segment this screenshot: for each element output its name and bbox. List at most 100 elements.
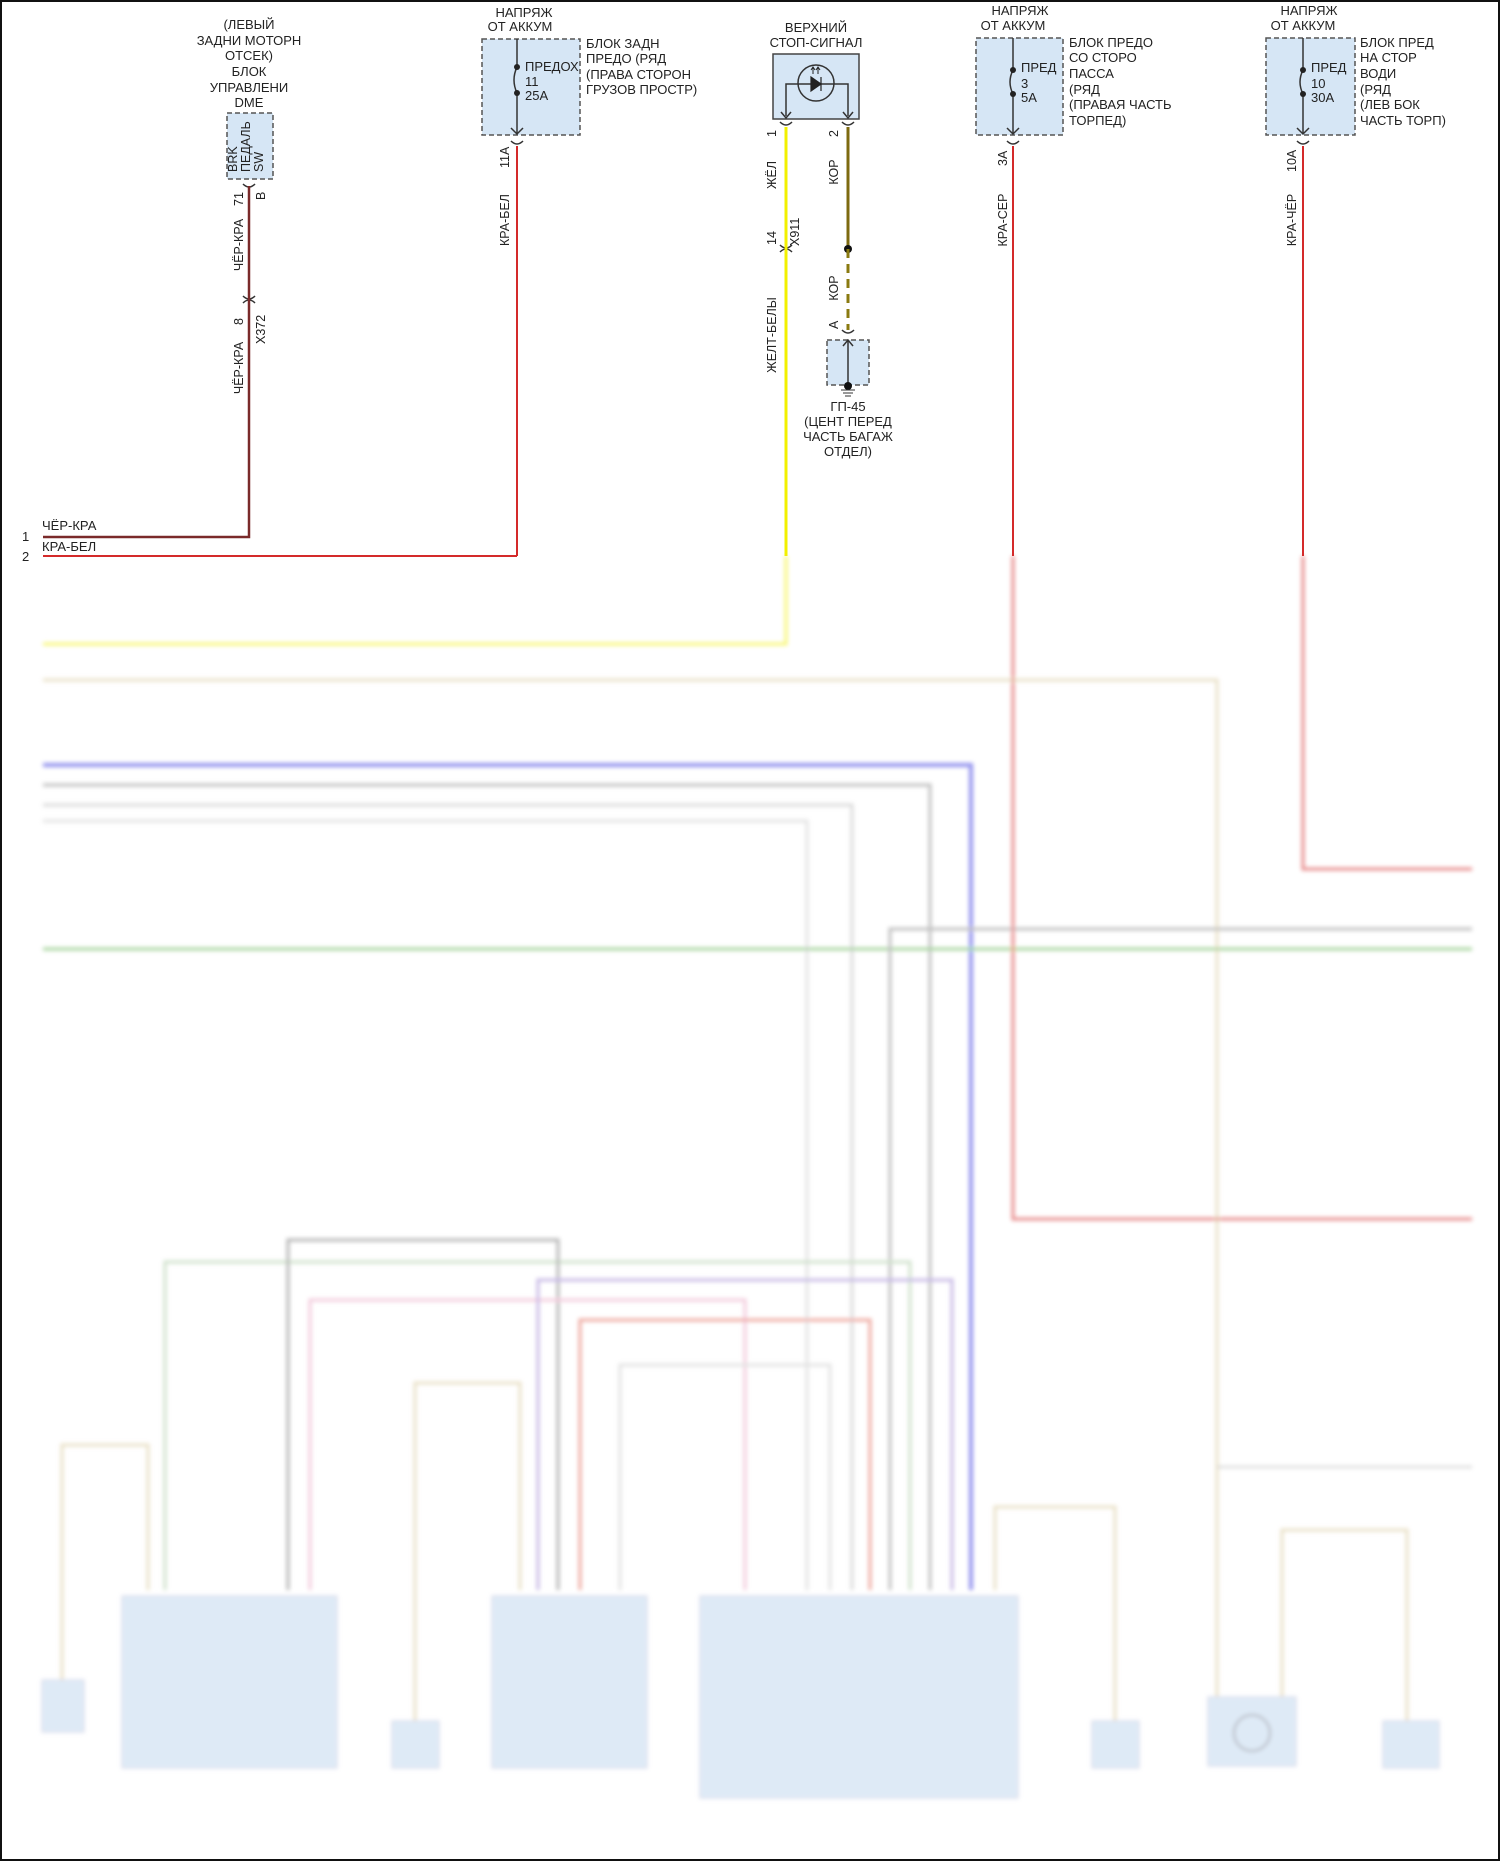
stoplamp-ground-3-label: ОТДЕЛ): [824, 444, 872, 459]
diagram-mark: [842, 338, 854, 347]
diagram-mark: [810, 66, 821, 74]
wire-lightgrey-bus-2: [43, 819, 809, 1590]
dme-location-0-label: (ЛЕВЫЙ: [223, 17, 274, 32]
diagram-mark: [618, 1363, 832, 1590]
dme-wire2-label: ЧЁР-КРА: [232, 341, 246, 394]
diagram-mark: [810, 75, 823, 93]
fuse3-block-3-label: (РЯД: [1360, 82, 1391, 97]
stoplamp-title-1-label: СТОП-СИГНАЛ: [770, 35, 863, 50]
diagram-mark: [993, 1505, 1117, 1730]
diagram-mark: [779, 121, 855, 126]
fuse1-fuse-0-label: ПРЕДОХ: [525, 59, 579, 74]
left_bus-rows-1-no-label: 2: [22, 549, 29, 564]
fuse3-block-4-label: (ЛЕВ БОК: [1360, 97, 1420, 112]
fuse2-fuse-1-label: 3: [1021, 76, 1028, 91]
fuse2-block-3-label: (РЯД: [1069, 82, 1100, 97]
diagram-mark: [1006, 127, 1020, 136]
stoplamp-title-0-label: ВЕРХНИЙ: [785, 20, 847, 35]
stoplamp-pin2-label: 2: [827, 130, 841, 137]
diagram-mark: [1296, 140, 1310, 145]
dme-location-3-label: БЛОК: [232, 64, 267, 79]
dme-x_conn-label: X372: [254, 315, 268, 344]
dme-location-1-label: ЗАДНИ МОТОРН: [197, 33, 302, 48]
fuse1-block-1-label: ПРЕДО (РЯД: [586, 51, 666, 66]
fuse2-block-4-label: (ПРАВАЯ ЧАСТЬ: [1069, 97, 1172, 112]
fuse1-block-0-label: БЛОК ЗАДН: [586, 36, 660, 51]
diagram-mark: [60, 1443, 150, 1700]
stoplamp-ground_pin-label: A: [827, 320, 841, 329]
left_bus-rows-1-wire-label: КРА-БЕЛ: [42, 539, 96, 554]
diagram-mark: [975, 37, 1064, 136]
diagram-mark: [510, 140, 524, 145]
wire-blue-bus: [43, 763, 973, 1590]
dme-location-4-label: УПРАВЛЕНИ: [210, 80, 289, 95]
diagram-mark: [163, 1260, 912, 1590]
fuse-block-passenger: НАПРЯЖ ОТ АККУМ ПРЕД 3 5A БЛОК ПРЕДО СО …: [975, 3, 1172, 556]
wire-red-right-1: [1011, 556, 1472, 1221]
fuse3-supply-1-label: ОТ АККУМ: [1271, 18, 1336, 33]
ground-icon: [841, 389, 855, 397]
fuse-block-driver: НАПРЯЖ ОТ АККУМ ПРЕД 10 30A БЛОК ПРЕД НА…: [1265, 3, 1446, 556]
stoplamp-wire1-label: ЖЁЛ: [765, 161, 779, 189]
blurred-lower-diagram: [41, 556, 1472, 1799]
blurred-component-1: [121, 1595, 338, 1769]
fuse3-block-2-label: ВОДИ: [1360, 66, 1396, 81]
dme-pin_no-label: 71: [232, 192, 246, 206]
dme-x_pin-label: 8: [232, 318, 246, 325]
blurred-component-2: [491, 1595, 648, 1769]
fuse3-block-5-label: ЧАСТЬ ТОРП): [1360, 113, 1446, 128]
stoplamp-x_pin-label: 14: [765, 231, 779, 245]
left_bus-rows-0-wire-label: ЧЁР-КРА: [42, 518, 97, 533]
fuse1-fuse-2-label: 25A: [525, 88, 548, 103]
fuse2-supply-1-label: ОТ АККУМ: [981, 18, 1046, 33]
dme-location-2-label: ОТСЕК): [225, 48, 273, 63]
fuse1-wire-label: КРА-БЕЛ: [498, 194, 512, 246]
fuse3-block-1-label: НА СТОР: [1360, 50, 1417, 65]
diagram-mark: [780, 111, 854, 120]
fuse1-block-3-label: ГРУЗОВ ПРОСТР): [586, 82, 697, 97]
fuse1-pin-label: 11A: [498, 146, 512, 168]
diagram-mark: [1233, 1714, 1271, 1752]
fuse3-wire-label: КРА-ЧЁР: [1285, 194, 1299, 246]
diagram-mark: [1265, 37, 1356, 136]
blurred-component-3: [699, 1595, 1019, 1799]
diagram-mark: [841, 329, 855, 334]
diagram-mark: [1382, 1720, 1440, 1769]
diagram-mark: [1300, 67, 1306, 73]
fuse1-fuse-1-label: 11: [525, 74, 539, 89]
fuse2-supply-0-label: НАПРЯЖ: [991, 3, 1048, 18]
diagram-mark: [536, 1278, 954, 1590]
fuse3-supply-0-label: НАПРЯЖ: [1280, 3, 1337, 18]
fuse2-fuse-2-label: 5A: [1021, 90, 1037, 105]
dme-connector-box: [226, 112, 274, 180]
dme-pins-0-label: BRK: [226, 146, 240, 172]
diagram-mark: [514, 64, 520, 70]
dme-pins-1-label: ПЕДАЛЬ: [239, 121, 253, 172]
diagram-mark: [1006, 140, 1020, 145]
left-bus: 1 ЧЁР-КРА 2 КРА-БЕЛ: [22, 518, 517, 564]
fuse2-block-2-label: ПАССА: [1069, 66, 1114, 81]
diagram-mark: [844, 382, 852, 390]
fuse3-fuse-0-label: ПРЕД: [1311, 60, 1347, 75]
dme-control-unit: (ЛЕВЫЙ ЗАДНИ МОТОРН ОТСЕК) БЛОК УПРАВЛЕН…: [43, 17, 302, 539]
fuse3-block-0-label: БЛОК ПРЕД: [1360, 35, 1434, 50]
diagram-mark: [1300, 91, 1306, 97]
dme-connector-label: B: [254, 192, 268, 200]
dme-location-5-label: DME: [235, 95, 264, 110]
fuse1-supply-1-label: ОТ АККУМ: [488, 19, 553, 34]
diagram-mark: [413, 1381, 522, 1730]
fuse2-block-0-label: БЛОК ПРЕДО: [1069, 35, 1153, 50]
fuse2-block-1-label: СО СТОРО: [1069, 50, 1137, 65]
high-mount-stop-lamp: ВЕРХНИЙ СТОП-СИГНАЛ 1 ЖЁЛ 14 X911 ЖЕЛТ-Б…: [765, 20, 893, 556]
fuse3-fuse-1-label: 10: [1311, 76, 1325, 91]
diagram-mark: [391, 1720, 440, 1769]
diagram-mark: [510, 127, 524, 136]
diagram-mark: [1207, 1696, 1297, 1767]
diagram-mark: [1010, 67, 1016, 73]
fuse-block-rear: НАПРЯЖ ОТ АККУМ ПРЕДОХ 11 25A БЛОК ЗАДН …: [481, 5, 697, 556]
wire-red-right-2: [1301, 556, 1472, 871]
wire-black-red: [43, 186, 251, 539]
wire-yellow-bus: [43, 556, 788, 646]
fuse2-block-5-label: ТОРПЕД): [1069, 113, 1126, 128]
